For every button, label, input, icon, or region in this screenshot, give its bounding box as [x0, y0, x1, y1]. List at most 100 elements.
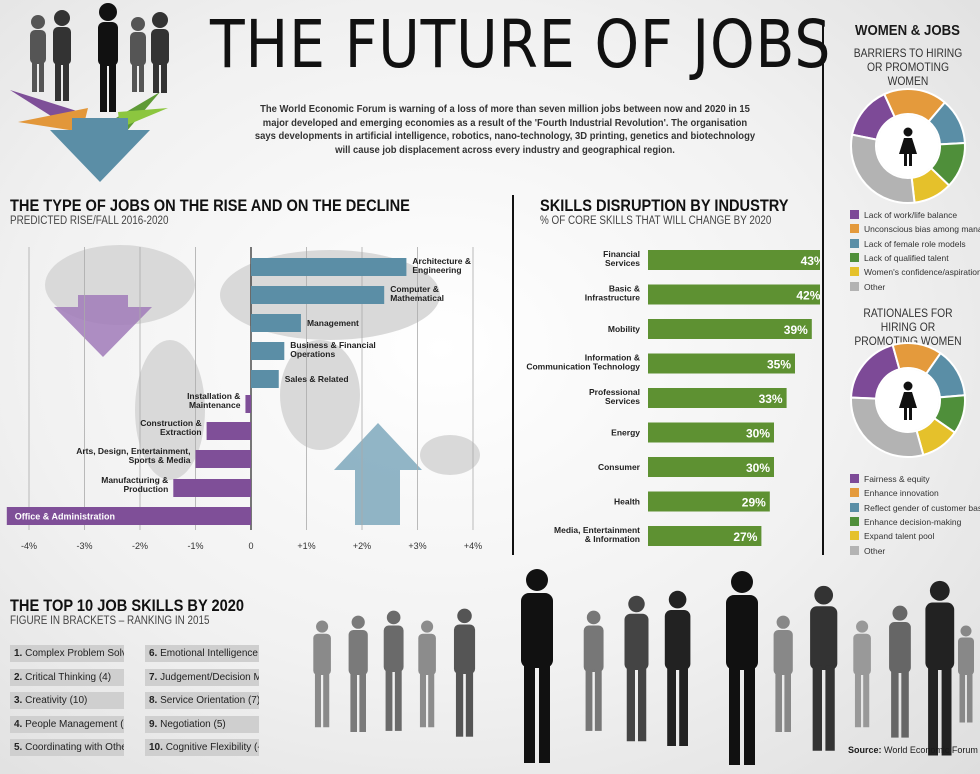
skills-value-label: 33%	[759, 392, 783, 406]
skills-value-label: 30%	[746, 427, 770, 441]
legend-swatch	[850, 224, 859, 234]
jobs-category-label: Computer & Mathematical	[390, 284, 444, 303]
legend-label: Reflect gender of customer base	[864, 502, 980, 513]
rationales-donut-chart	[850, 342, 966, 458]
barriers-donut-chart	[850, 88, 966, 204]
top-skill-rank: 6.	[149, 648, 161, 659]
skills-category-label: Health	[614, 497, 640, 507]
person-silhouette	[958, 625, 974, 723]
legend-label: Lack of qualified talent	[864, 252, 949, 263]
person-silhouette	[726, 571, 758, 765]
top-skill-text: Creativity (10)	[25, 695, 88, 706]
person-silhouette	[348, 615, 368, 732]
top-skill-item: 5. Coordinating with Others (2)	[10, 739, 124, 756]
jobs-bar	[6, 507, 251, 525]
skills-bar	[648, 284, 820, 305]
legend-item: Other	[850, 281, 885, 292]
legend-swatch	[850, 252, 859, 262]
top-skill-text: Critical Thinking (4)	[25, 671, 112, 683]
legend-label: Other	[864, 545, 886, 556]
person-silhouette	[773, 615, 793, 732]
rationales-title: RATIONALES FOR HIRING OR PROMOTING WOMEN	[854, 306, 962, 348]
source-text: World Economic Forum	[884, 745, 978, 755]
top-skill-rank: 9.	[149, 718, 161, 730]
jobs-tick-label: -4%	[21, 541, 37, 551]
legend-swatch	[850, 238, 859, 248]
skills-value-label: 27%	[733, 530, 757, 544]
jobs-bar	[251, 258, 407, 276]
donut-slice	[850, 133, 916, 204]
skills-category-label: Professional Services	[589, 387, 640, 406]
legend-item: Lack of qualified talent	[850, 252, 949, 263]
jobs-bar	[251, 314, 301, 332]
top-skill-text: Complex Problem Solving (1)	[25, 648, 124, 659]
person-silhouette	[583, 610, 604, 731]
jobs-bar	[173, 479, 251, 497]
jobs-category-label: Manufacturing & Production	[101, 475, 168, 494]
skills-category-label: Mobility	[608, 324, 640, 334]
legend-swatch	[850, 531, 859, 541]
top-skill-item: 8. Service Orientation (7)	[145, 692, 259, 709]
person-silhouette	[810, 585, 838, 751]
top-skill-text: Judgement/Decision Making (8)	[160, 671, 259, 683]
crowd-silhouettes	[313, 569, 974, 765]
jobs-bar	[206, 422, 251, 440]
skills-value-label: 43%	[801, 254, 820, 268]
jobs-bar	[245, 395, 251, 413]
legend-label: Lack of work/life balance	[864, 210, 958, 220]
skills-bar	[648, 457, 774, 477]
jobs-chart-subtitle: PREDICTED RISE/FALL 2016-2020	[10, 215, 169, 227]
women-jobs-title: WOMEN & JOBS	[855, 22, 960, 39]
top-skill-rank: 10.	[149, 742, 166, 753]
jobs-category-label: Installation & Maintenance	[187, 391, 241, 410]
top-skill-rank: 4.	[14, 718, 26, 730]
skills-category-label: Media, Entertainment & Information	[554, 525, 640, 544]
person-silhouette	[313, 620, 331, 728]
jobs-chart-title: THE TYPE OF JOBS ON THE RISE AND ON THE …	[10, 196, 410, 215]
legend-label: Enhance decision-making	[864, 516, 962, 527]
jobs-tick-label: +3%	[408, 541, 426, 551]
legend-item: Unconscious bias among managers	[850, 224, 980, 234]
skills-bar	[648, 422, 774, 443]
person-silhouette	[521, 569, 553, 763]
skills-bar	[648, 250, 820, 270]
top-skill-item: 7. Judgement/Decision Making (8)	[145, 668, 259, 686]
legend-swatch	[850, 210, 859, 219]
person-silhouette	[889, 605, 911, 738]
jobs-bar	[251, 370, 279, 388]
jobs-tick-label: +4%	[464, 541, 482, 551]
top-skill-text: Emotional Intelligence (-)	[160, 648, 259, 659]
skills-value-label: 29%	[742, 496, 766, 510]
skills-value-label: 30%	[746, 461, 770, 475]
jobs-rise-decline-chart: Architecture & Engineering Computer & Mathe…	[6, 245, 482, 551]
legend-swatch	[850, 502, 859, 512]
legend-label: Expand talent pool	[864, 531, 935, 542]
skills-bar	[648, 526, 762, 546]
top-skill-item: 6. Emotional Intelligence (-)	[145, 645, 259, 662]
jobs-category-label: Office & Administration	[15, 512, 115, 522]
skills-chart-title: SKILLS DISRUPTION BY INDUSTRY	[540, 196, 789, 215]
skills-category-label: Consumer	[598, 462, 641, 472]
legend-label: Fairness & equity	[864, 474, 930, 484]
legend-item: Reflect gender of customer base	[850, 502, 980, 513]
person-silhouette	[925, 580, 955, 756]
legend-item: Other	[850, 545, 886, 556]
top-skill-item: 4. People Management (3)	[10, 715, 124, 733]
skills-value-label: 39%	[784, 323, 808, 337]
jobs-bar	[195, 450, 251, 468]
skills-category-label: Energy	[611, 428, 640, 438]
skills-bar	[648, 491, 770, 512]
person-silhouette	[453, 608, 476, 737]
woman-icon	[899, 381, 917, 420]
legend-item: Lack of female role models	[850, 238, 966, 249]
skills-chart-subtitle: % OF CORE SKILLS THAT WILL CHANGE BY 202…	[540, 215, 772, 227]
legend-swatch	[850, 281, 859, 291]
jobs-tick-label: -3%	[76, 541, 92, 551]
jobs-bar	[251, 286, 385, 304]
top-skill-text: Cognitive Flexibility (-)	[165, 742, 259, 753]
skills-category-label: Basic & Infrastructure	[585, 284, 641, 303]
person-silhouette	[624, 595, 649, 742]
top-skill-text: People Management (3)	[25, 718, 124, 730]
jobs-category-label: Sales & Related	[285, 374, 349, 384]
